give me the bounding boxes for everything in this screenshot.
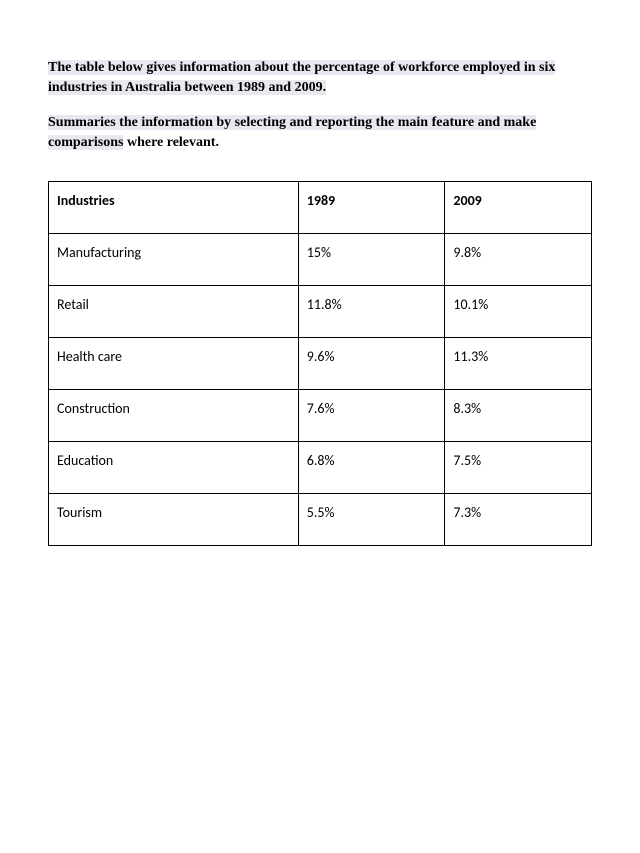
table-row: Construction 7.6% 8.3% [49,390,592,442]
table-cell-2009: 7.3% [445,494,592,546]
table-cell-industry: Manufacturing [49,234,299,286]
table-cell-industry: Health care [49,338,299,390]
table-header-2009: 2009 [445,182,592,234]
table-cell-2009: 7.5% [445,442,592,494]
table-header-industries: Industries [49,182,299,234]
workforce-table: Industries 1989 2009 Manufacturing 15% 9… [48,181,592,546]
table-header-1989: 1989 [298,182,445,234]
table-cell-1989: 9.6% [298,338,445,390]
table-cell-1989: 7.6% [298,390,445,442]
table-cell-industry: Retail [49,286,299,338]
table-row: Retail 11.8% 10.1% [49,286,592,338]
intro-paragraph-1: The table below gives information about … [48,58,592,99]
intro-text-2-rest: where relevant. [123,135,219,150]
table-cell-1989: 15% [298,234,445,286]
workforce-table-wrap: Industries 1989 2009 Manufacturing 15% 9… [48,181,592,546]
table-cell-2009: 11.3% [445,338,592,390]
intro-text-2-highlight: Summaries the information by selecting a… [48,115,536,150]
table-cell-1989: 6.8% [298,442,445,494]
intro-text-1: The table below gives information about … [48,60,555,95]
table-cell-2009: 8.3% [445,390,592,442]
table-cell-industry: Construction [49,390,299,442]
table-cell-2009: 9.8% [445,234,592,286]
table-row: Health care 9.6% 11.3% [49,338,592,390]
table-cell-1989: 5.5% [298,494,445,546]
table-cell-2009: 10.1% [445,286,592,338]
table-row: Manufacturing 15% 9.8% [49,234,592,286]
table-row: Education 6.8% 7.5% [49,442,592,494]
table-cell-1989: 11.8% [298,286,445,338]
table-cell-industry: Education [49,442,299,494]
table-row: Tourism 5.5% 7.3% [49,494,592,546]
table-cell-industry: Tourism [49,494,299,546]
intro-paragraph-2: Summaries the information by selecting a… [48,113,592,154]
table-header-row: Industries 1989 2009 [49,182,592,234]
